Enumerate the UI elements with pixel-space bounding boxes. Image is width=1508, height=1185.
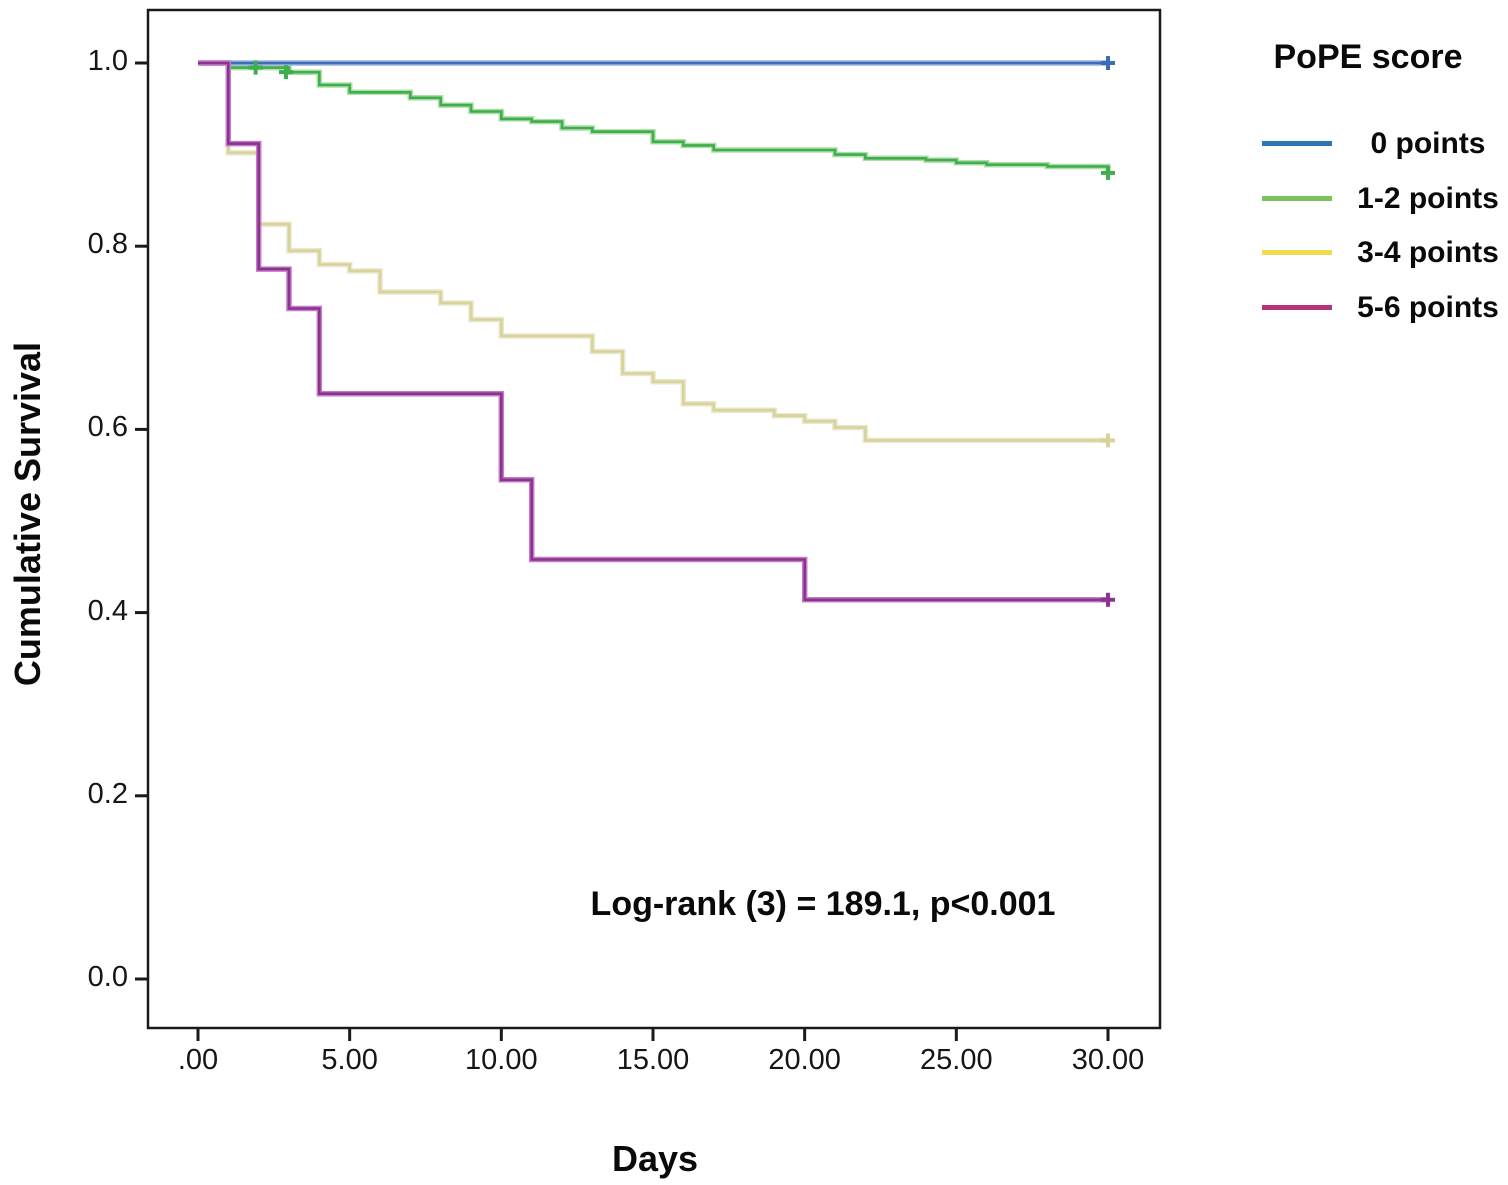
x-tick-label: 20.00 [768,1044,841,1076]
legend-item-1-2-points: 1-2 points [1240,181,1508,217]
censor-mark-1-2-points [1100,165,1115,180]
legend-swatch [1262,196,1332,201]
series-line-5-6-points [198,61,1108,602]
censor-mark-5-6-points [1100,592,1115,607]
censor-mark-1-2-points [248,60,263,75]
legend-swatch [1262,305,1332,310]
x-tick-label: 25.00 [920,1044,993,1076]
y-tick-label: 0.8 [87,228,128,261]
x-tick-label: .00 [177,1044,219,1076]
legend-item-0-points: 0 points [1240,126,1508,162]
legend-swatch [1262,250,1332,255]
x-tick-label: 15.00 [616,1044,690,1076]
log-rank-annotation: Log-rank (3) = 189.1, p<0.001 [590,885,1056,923]
y-tick-label: 0.2 [87,777,128,810]
legend-label: 3-4 points [1357,236,1499,269]
x-axis-title: Days [611,1138,699,1179]
censor-mark-0-points [1100,56,1115,70]
x-tick-label: 10.00 [465,1044,538,1076]
plot-frame [146,8,1162,1030]
axis-tick-marks [135,61,1110,1041]
legend-label: 5-6 points [1357,291,1499,324]
survival-curves [198,60,1111,603]
legend-title: PoPE score [1273,38,1463,76]
legend-label: 0 points [1370,127,1486,160]
x-tick-label: 30.00 [1071,1044,1145,1076]
legend-swatch [1262,141,1332,146]
y-tick-label: 0.4 [87,594,128,627]
series-line-1-2-points [198,61,1110,173]
y-tick-label: 1.0 [87,45,128,77]
censor-mark-1-2-points [278,65,293,80]
legend-label: 1-2 points [1357,182,1499,215]
legend-item-3-4-points: 3-4 points [1240,235,1508,271]
y-tick-label: 0.0 [87,961,128,993]
censor-markers [248,56,1115,607]
y-axis-title: Cumulative Survival [7,341,48,687]
legend-item-5-6-points: 5-6 points [1240,290,1508,326]
censor-mark-3-4-points [1100,433,1115,448]
x-tick-label: 5.00 [321,1044,378,1076]
series-line-3-4-points [198,61,1108,442]
y-tick-label: 0.6 [87,411,128,444]
